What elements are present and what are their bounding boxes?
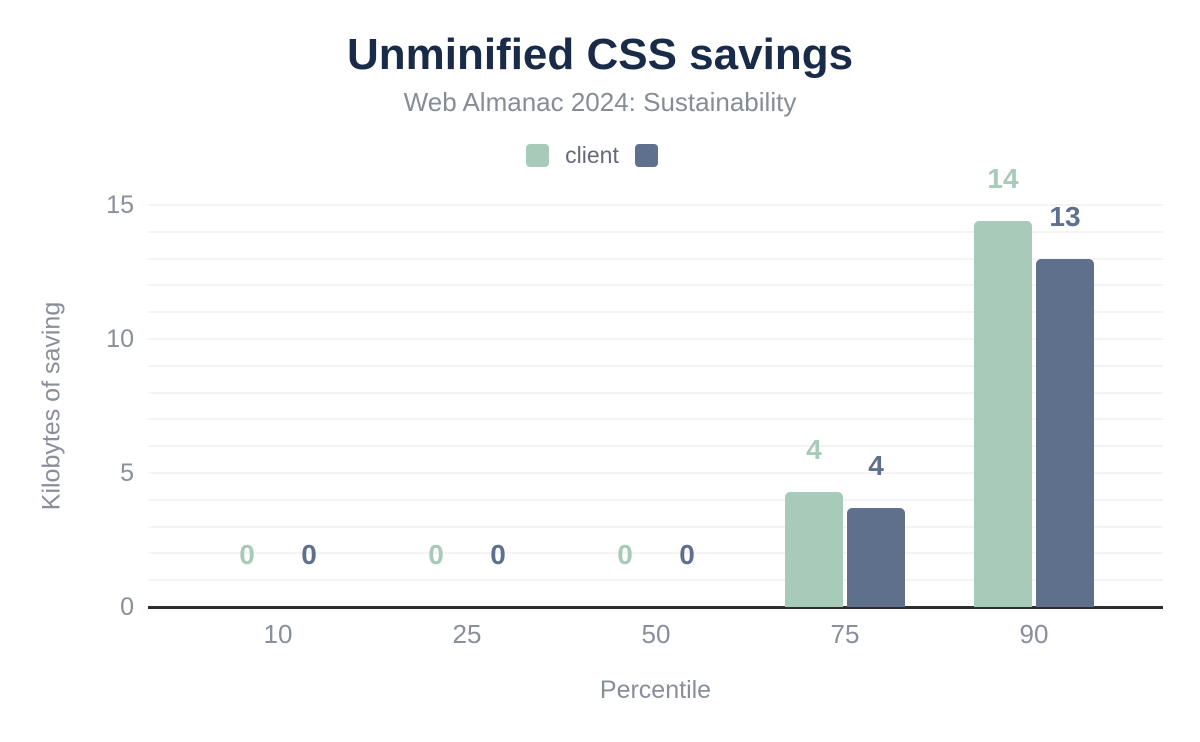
bar-client-p90[interactable]	[974, 221, 1032, 607]
x-tick-label-50: 50	[641, 619, 671, 649]
gridline	[148, 311, 1163, 314]
gridline	[148, 552, 1163, 555]
bar-value-label-client-p25: 0	[428, 539, 444, 570]
gridline	[148, 418, 1163, 421]
gridline	[148, 338, 1163, 340]
gridline	[148, 391, 1163, 394]
x-tick-label-90: 90	[1019, 619, 1049, 649]
y-tick-label: 5	[120, 459, 134, 487]
legend-swatch-series2[interactable]	[634, 144, 658, 167]
plot-area: 0 5 10 15 0 0 10 0 0 25 0 0 50 4 4 75 14 13 90	[106, 163, 1163, 649]
legend: client	[0, 142, 1200, 169]
x-axis-line	[148, 606, 1163, 609]
gridline	[148, 445, 1163, 448]
gridline	[148, 204, 1163, 206]
gridline	[148, 257, 1163, 260]
bar-value-label-series2-p75: 4	[868, 449, 884, 481]
x-tick-label-10: 10	[263, 619, 293, 649]
bar-value-label-series2-p10: 0	[301, 539, 317, 570]
y-tick-label: 0	[120, 593, 134, 621]
bar-value-label-series2-p90: 13	[1049, 200, 1081, 232]
bar-value-label-client-p75: 4	[806, 433, 822, 465]
bar-value-label-client-p90: 14	[987, 163, 1019, 195]
bar-value-label-series2-p50: 0	[679, 539, 695, 570]
bar-value-label-client-p50: 0	[617, 539, 633, 570]
y-tick-label: 10	[106, 325, 134, 353]
x-tick-label-25: 25	[452, 619, 482, 649]
y-axis-title: Kilobytes of saving	[37, 301, 66, 511]
x-tick-label-75: 75	[830, 619, 860, 649]
chart-title: Unminified CSS savings	[346, 30, 854, 79]
legend-label-client[interactable]: client	[565, 142, 619, 168]
gridline	[148, 364, 1163, 367]
gridline	[148, 498, 1163, 501]
gridline	[148, 525, 1163, 528]
y-tick-label: 15	[106, 191, 134, 219]
bar-client-p75[interactable]	[785, 491, 843, 607]
legend-swatch-client[interactable]	[526, 144, 550, 167]
gridline	[148, 284, 1163, 287]
bar-value-label-series2-p25: 0	[490, 539, 506, 570]
chart-subtitle: Web Almanac 2024: Sustainability	[403, 87, 797, 117]
bar-value-label-client-p10: 0	[239, 539, 255, 570]
bar-series2-p75[interactable]	[847, 507, 905, 607]
x-axis-title: Percentile	[599, 676, 712, 704]
gridline	[148, 579, 1163, 582]
bar-series2-p90[interactable]	[1036, 258, 1094, 607]
gridline	[148, 472, 1163, 474]
gridline	[148, 230, 1163, 233]
